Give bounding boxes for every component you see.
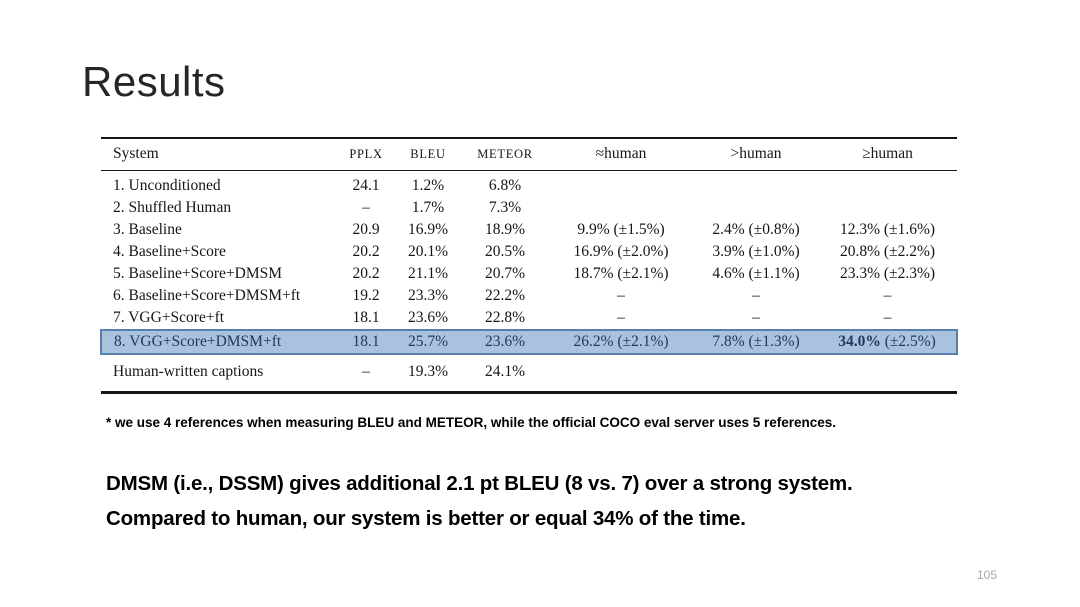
cell-pplx: 20.9	[352, 221, 380, 238]
cell-bleu: 23.6%	[407, 309, 449, 326]
cell-geq-human: 12.3% (±1.6%)	[839, 221, 936, 238]
cell-approx-human: 9.9% (±1.5%)	[577, 221, 665, 238]
cell-system: 5. Baseline+Score+DMSM	[113, 265, 283, 282]
cell-approx-human	[548, 353, 694, 393]
cell-gt-human	[694, 197, 818, 219]
cell-approx-human	[548, 171, 694, 198]
cell-bleu: 21.1%	[407, 265, 449, 282]
cell-pplx: –	[338, 353, 394, 393]
table-row: 2. Shuffled Human – 1.7% 7.3%	[101, 197, 957, 219]
cell-approx-human: 18.7% (±2.1%)	[573, 265, 669, 282]
takeaway-line-2: Compared to human, our system is better …	[106, 507, 746, 530]
cell-approx-human: –	[617, 309, 625, 326]
cell-meteor: 20.7%	[484, 265, 526, 282]
cell-meteor: 24.1%	[462, 353, 548, 393]
table-row: 6. Baseline+Score+DMSM+ft 19.2 23.3% 22.…	[101, 285, 957, 307]
geq-ci: (±2.5%)	[884, 333, 936, 350]
cell-gt-human: –	[752, 287, 760, 304]
geq-value-bold: 34.0%	[838, 333, 881, 350]
cell-gt-human	[694, 353, 818, 393]
cell-geq-human: 20.8% (±2.2%)	[839, 243, 936, 260]
cell-gt-human	[694, 171, 818, 198]
cell-gt-human: 2.4% (±0.8%)	[712, 221, 800, 238]
table-row: 5. Baseline+Score+DMSM 20.2 21.1% 20.7% …	[101, 263, 957, 285]
cell-gt-human: 4.6% (±1.1%)	[712, 265, 800, 282]
cell-bleu: 19.3%	[394, 353, 462, 393]
cell-geq-human	[818, 171, 957, 198]
cell-bleu: 1.7%	[411, 199, 445, 216]
cell-bleu: 25.7%	[394, 329, 462, 355]
cell-geq-human: 34.0% (±2.5%)	[818, 329, 958, 355]
cell-system: 8. VGG+Score+DMSM+ft	[100, 329, 338, 355]
table-header: System PPLX BLEU METEOR ≈human >human ≥h…	[101, 138, 957, 171]
cell-pplx: 20.2	[352, 265, 380, 282]
cell-bleu: 20.1%	[407, 243, 449, 260]
cell-system: 2. Shuffled Human	[113, 199, 232, 216]
takeaway-text: DMSM (i.e., DSSM) gives additional 2.1 p…	[106, 466, 853, 536]
header-system: System	[101, 138, 338, 171]
table-row: 3. Baseline 20.9 16.9% 18.9% 9.9% (±1.5%…	[101, 219, 957, 241]
header-row: System PPLX BLEU METEOR ≈human >human ≥h…	[101, 138, 957, 171]
table-row-highlighted: 8. VGG+Score+DMSM+ft 18.1 25.7% 23.6% 26…	[100, 329, 958, 355]
cell-meteor: 6.8%	[488, 177, 522, 194]
cell-geq-human: 23.3% (±2.3%)	[839, 265, 936, 282]
cell-pplx: 24.1	[352, 177, 380, 194]
cell-bleu: 16.9%	[407, 221, 449, 238]
cell-pplx: 19.2	[352, 287, 380, 304]
results-table: System PPLX BLEU METEOR ≈human >human ≥h…	[100, 137, 958, 394]
table-row-human-captions: Human-written captions – 19.3% 24.1%	[101, 353, 957, 393]
cell-meteor: 18.9%	[484, 221, 526, 238]
cell-meteor: 20.5%	[484, 243, 526, 260]
cell-meteor: 7.3%	[488, 199, 522, 216]
header-pplx: PPLX	[338, 138, 394, 171]
table-row: 7. VGG+Score+ft 18.1 23.6% 22.8% – – –	[101, 307, 957, 330]
cell-geq-human: –	[883, 309, 892, 326]
page-number: 105	[977, 568, 998, 582]
cell-geq-human: –	[883, 287, 892, 304]
cell-system: Human-written captions	[101, 353, 338, 393]
cell-meteor: 22.8%	[484, 309, 526, 326]
cell-gt-human: 7.8% (±1.3%)	[694, 329, 818, 355]
header-meteor: METEOR	[462, 138, 548, 171]
cell-approx-human	[548, 197, 694, 219]
header-approx-human: ≈human	[548, 138, 694, 171]
header-geq-human: ≥human	[818, 138, 957, 171]
cell-approx-human: –	[617, 287, 625, 304]
table-row: 1. Unconditioned 24.1 1.2% 6.8%	[101, 171, 957, 198]
cell-system: 4. Baseline+Score	[113, 243, 226, 260]
cell-pplx: 18.1	[338, 329, 394, 355]
cell-bleu: 1.2%	[411, 177, 445, 194]
cell-meteor: 23.6%	[462, 329, 548, 355]
cell-geq-human	[818, 353, 957, 393]
cell-system: 3. Baseline	[113, 221, 182, 238]
header-bleu: BLEU	[394, 138, 462, 171]
cell-pplx: 18.1	[352, 309, 380, 326]
cell-geq-human	[818, 197, 957, 219]
footnote-text: * we use 4 references when measuring BLE…	[106, 415, 837, 430]
cell-system: 7. VGG+Score+ft	[113, 309, 225, 326]
header-gt-human: >human	[694, 138, 818, 171]
cell-bleu: 23.3%	[407, 287, 449, 304]
table-row: 4. Baseline+Score 20.2 20.1% 20.5% 16.9%…	[101, 241, 957, 263]
cell-pplx: –	[362, 199, 370, 216]
cell-pplx: 20.2	[352, 243, 380, 260]
takeaway-line-1: DMSM (i.e., DSSM) gives additional 2.1 p…	[106, 472, 853, 495]
cell-approx-human: 26.2% (±2.1%)	[548, 329, 694, 355]
cell-gt-human: 3.9% (±1.0%)	[712, 243, 800, 260]
page-title: Results	[82, 58, 226, 105]
cell-gt-human: –	[752, 309, 760, 326]
cell-system: 6. Baseline+Score+DMSM+ft	[113, 287, 301, 304]
cell-system: 1. Unconditioned	[113, 177, 221, 194]
cell-approx-human: 16.9% (±2.0%)	[573, 243, 669, 260]
cell-meteor: 22.2%	[484, 287, 526, 304]
